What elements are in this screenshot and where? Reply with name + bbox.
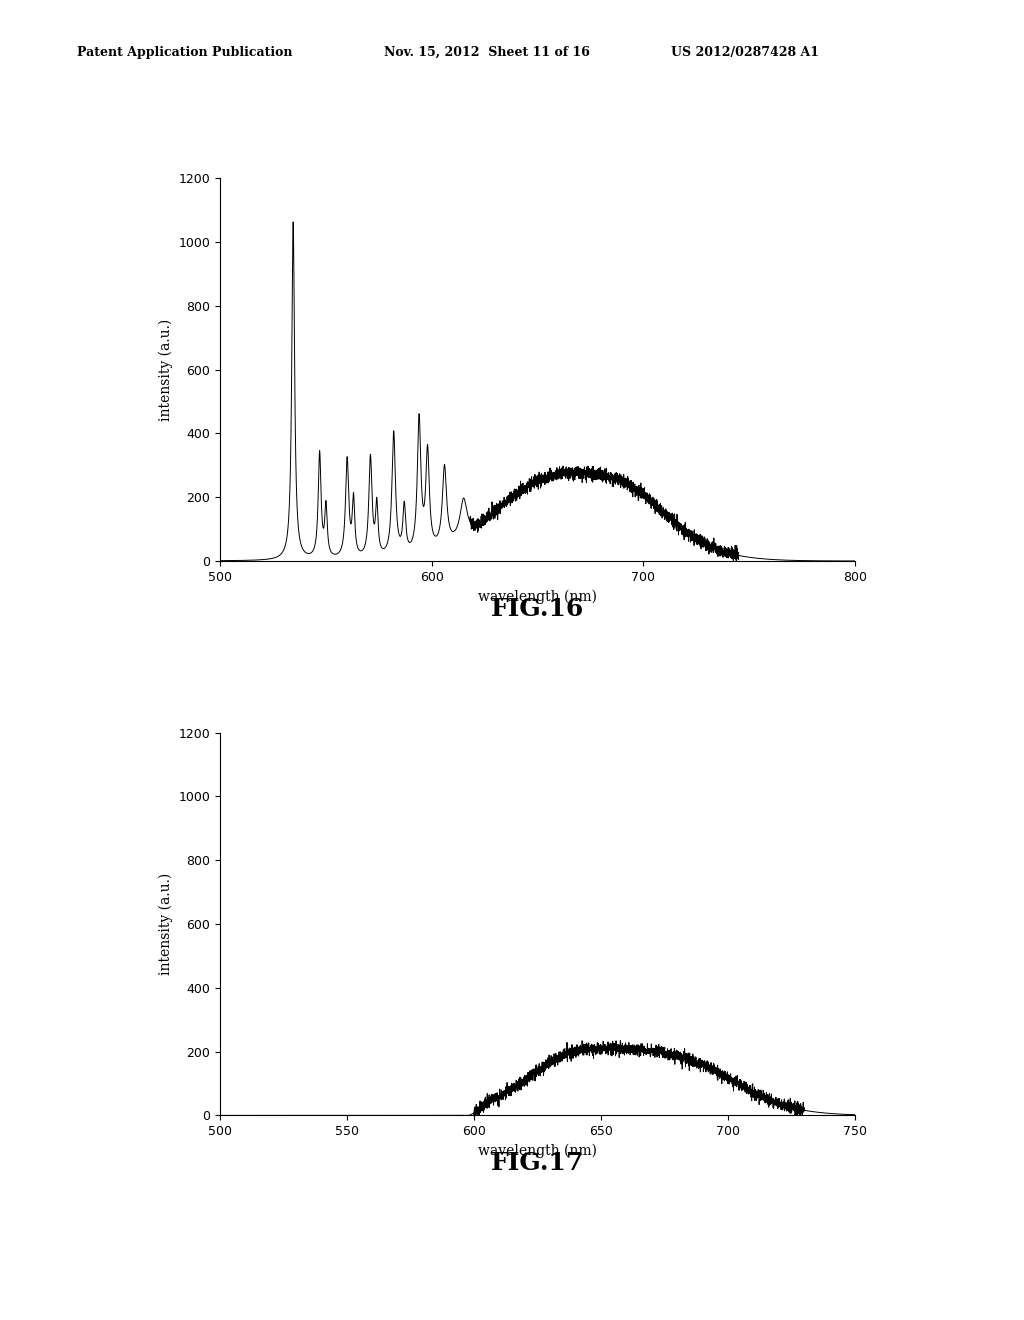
Text: US 2012/0287428 A1: US 2012/0287428 A1 bbox=[671, 46, 819, 59]
Text: Nov. 15, 2012  Sheet 11 of 16: Nov. 15, 2012 Sheet 11 of 16 bbox=[384, 46, 590, 59]
Text: FIG.16: FIG.16 bbox=[490, 597, 585, 620]
X-axis label: wavelength (nm): wavelength (nm) bbox=[478, 1143, 597, 1158]
X-axis label: wavelength (nm): wavelength (nm) bbox=[478, 589, 597, 603]
Y-axis label: intensity (a.u.): intensity (a.u.) bbox=[159, 318, 173, 421]
Y-axis label: intensity (a.u.): intensity (a.u.) bbox=[159, 873, 173, 975]
Text: Patent Application Publication: Patent Application Publication bbox=[77, 46, 292, 59]
Text: FIG.17: FIG.17 bbox=[490, 1151, 585, 1175]
